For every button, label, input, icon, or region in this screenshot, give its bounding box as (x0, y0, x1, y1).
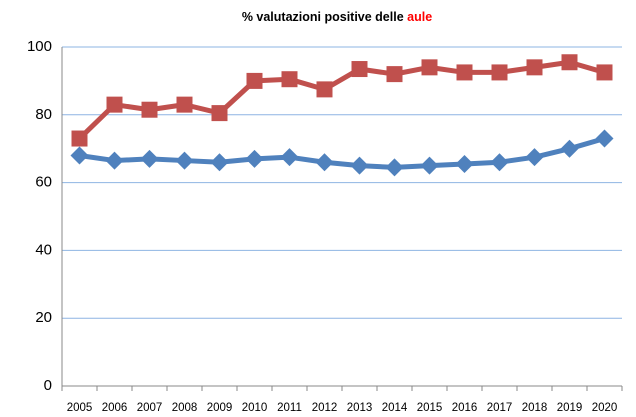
marker (105, 151, 124, 170)
marker (175, 151, 194, 170)
marker (525, 148, 544, 167)
marker (70, 146, 89, 165)
marker (211, 105, 228, 122)
marker (526, 59, 543, 76)
x-tick-label: 2005 (67, 402, 93, 414)
x-tick-label: 2011 (277, 402, 302, 414)
marker (141, 101, 158, 118)
marker (350, 156, 369, 175)
marker (315, 153, 334, 172)
series-line (77, 59, 606, 141)
marker (456, 64, 473, 81)
x-tick-label: 2016 (452, 402, 478, 414)
marker (385, 158, 404, 177)
marker (596, 64, 613, 81)
marker (246, 72, 263, 89)
marker (420, 156, 439, 175)
x-tick-label: 2020 (592, 402, 618, 414)
marker (421, 59, 438, 76)
x-tick-label: 2009 (207, 402, 233, 414)
x-tick-label: 2019 (557, 402, 583, 414)
marker (455, 154, 474, 173)
marker (490, 153, 509, 172)
marker (140, 149, 159, 168)
x-tick-label: 2012 (312, 402, 338, 414)
marker (106, 96, 123, 113)
x-tick-label: 2008 (172, 402, 198, 414)
x-tick-label: 2015 (417, 402, 443, 414)
marker (245, 149, 264, 168)
marker (595, 129, 614, 148)
x-tick-label: 2006 (102, 402, 128, 414)
title-text: % valutazioni positive delle (242, 10, 404, 24)
marker (281, 71, 298, 88)
title-highlight: aule (407, 10, 432, 24)
x-tick-label: 2010 (242, 402, 268, 414)
marker (561, 54, 578, 71)
x-tick-label: 2014 (382, 402, 408, 414)
x-tick-label: 2018 (522, 402, 548, 414)
series-line (79, 136, 606, 170)
y-tick-label: 20 (35, 309, 52, 326)
marker (71, 130, 88, 147)
marker (491, 64, 508, 81)
marker (280, 148, 299, 167)
y-tick-label: 80 (35, 106, 52, 123)
marker (560, 139, 579, 158)
y-tick-label: 100 (27, 38, 52, 55)
marker (316, 81, 333, 98)
y-tick-label: 40 (35, 241, 52, 258)
chart-title: % valutazioni positive delle aule (242, 10, 432, 24)
x-tick-label: 2017 (487, 402, 513, 414)
x-tick-label: 2013 (347, 402, 373, 414)
marker (351, 61, 368, 78)
y-tick-label: 0 (44, 377, 52, 394)
x-tick-label: 2007 (137, 402, 163, 414)
marker (210, 153, 229, 172)
marker (176, 96, 193, 113)
marker (386, 66, 403, 83)
y-tick-label: 60 (35, 174, 52, 191)
